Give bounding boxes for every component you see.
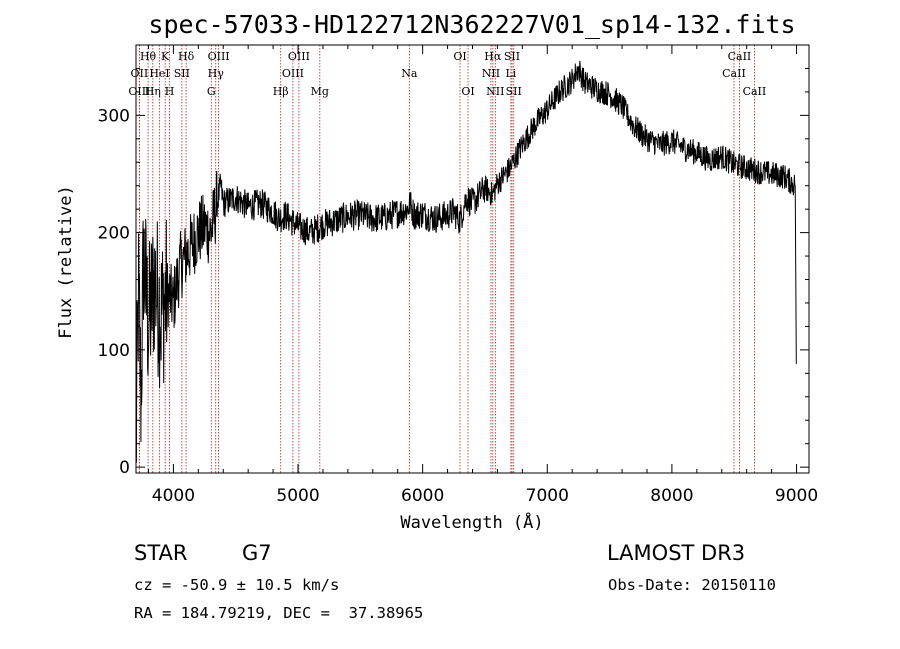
x-axis-label: Wavelength (Å) <box>400 511 543 533</box>
y-axis-label: Flux (relative) <box>56 185 76 339</box>
x-tick-label: 9000 <box>775 486 818 506</box>
spectral-line-label: Hδ <box>178 50 195 63</box>
spectral-line-label: OIII <box>282 67 304 80</box>
spectral-line-label: G <box>207 85 216 98</box>
observation-date: Obs-Date: 20150110 <box>608 576 776 594</box>
spectral-line-label: OIII <box>288 50 310 63</box>
spectral-line-label: OI <box>453 50 466 63</box>
spectral-line-label: Na <box>401 67 418 80</box>
spectral-line-label: CaII <box>743 85 767 98</box>
spectral-line-markers <box>138 45 755 473</box>
y-tick-label: 300 <box>98 106 130 126</box>
y-tick-label: 200 <box>98 224 130 244</box>
x-tick-label: 6000 <box>401 486 444 506</box>
y-tick-label: 0 <box>119 458 130 478</box>
survey-name: LAMOST DR3 <box>607 541 746 565</box>
x-tick-label: 8000 <box>650 486 693 506</box>
spectral-line-label: OI <box>461 85 474 98</box>
spectral-line-label: NII <box>482 67 500 80</box>
coordinates: RA = 184.79219, DEC = 37.38965 <box>134 604 424 622</box>
plot-frame <box>135 44 810 474</box>
x-tick-label: 5000 <box>276 486 319 506</box>
spectrum-line <box>135 60 797 463</box>
radial-velocity: cz = -50.9 ± 10.5 km/s <box>134 576 340 594</box>
spectral-line-label: Hγ <box>208 67 225 80</box>
spectral-line-label: H <box>165 85 175 98</box>
spectral-line-label: OIII <box>208 50 230 63</box>
spectral-line-label: Hη <box>145 85 161 98</box>
spectral-line-label: Hα <box>484 50 502 63</box>
spectral-line-label: Li <box>505 67 516 80</box>
spectral-line-label: SII <box>174 67 190 80</box>
spectral-line-label: CaII <box>728 50 752 63</box>
spectral-line-label: CaII <box>722 67 746 80</box>
spectral-line-label: Mg <box>311 85 329 98</box>
axis-ticks: 4000 5000 6000 7000 8000 9000 0 100 200 300 <box>98 45 818 506</box>
spectral-line-label: Hβ <box>273 85 289 98</box>
y-tick-label: 100 <box>98 341 130 361</box>
x-tick-label: 4000 <box>152 486 195 506</box>
object-subclass: G7 <box>242 541 272 565</box>
spectral-line-label: SII <box>504 50 520 63</box>
spectral-line-label: Hθ <box>140 50 157 63</box>
spectral-line-label: NII <box>486 85 504 98</box>
spectral-line-label: K <box>161 50 170 63</box>
spectral-line-label: OII <box>131 67 149 80</box>
chart-title: spec-57033-HD122712N362227V01_sp14-132.f… <box>148 10 795 39</box>
object-class: STAR <box>134 541 188 565</box>
spectral-line-label: HeI <box>149 67 169 80</box>
spectral-line-label: SII <box>506 85 522 98</box>
x-tick-label: 7000 <box>526 486 569 506</box>
